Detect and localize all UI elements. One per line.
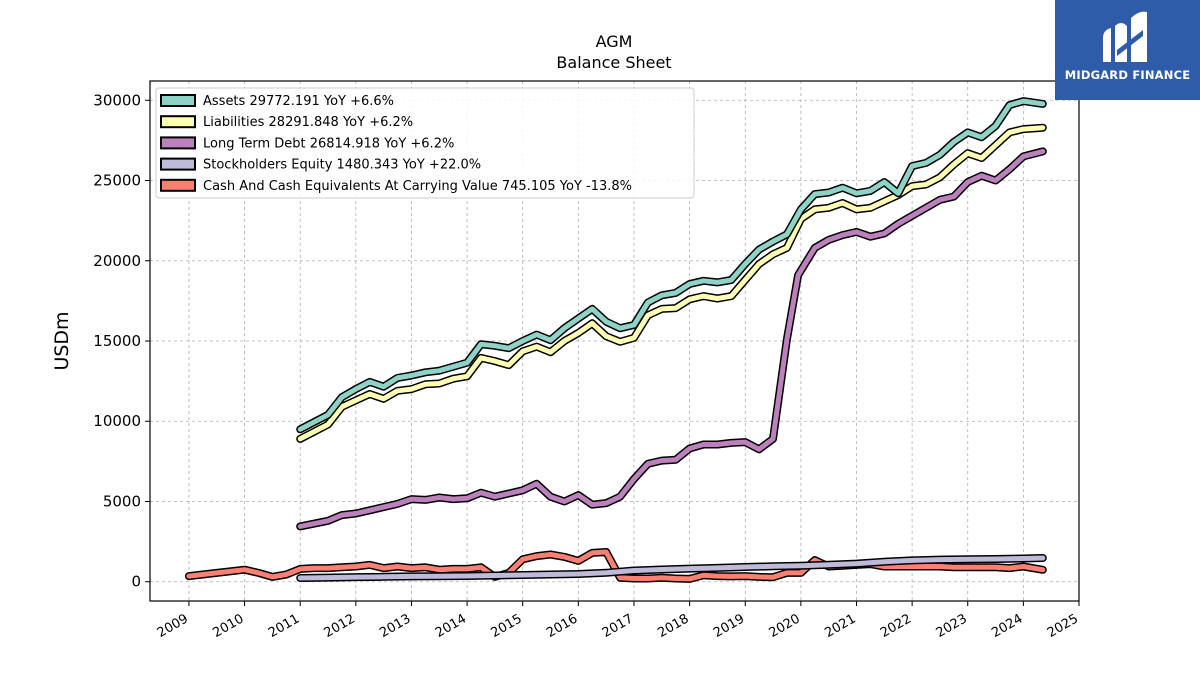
legend-swatch [160,115,196,129]
y-tick-label: 0 [131,573,141,591]
series-liabilities [296,123,1047,443]
series-line [297,148,1046,529]
legend-swatch [160,136,196,150]
x-tick-label: 2015 [489,611,525,641]
legend-entry: Assets 29772.191 YoY +6.6% [203,94,394,109]
series-line [186,549,1046,582]
x-tick-label: 2011 [266,611,302,641]
chart-title: AGM [596,32,633,51]
x-tick-label: 2016 [544,611,580,641]
x-tick-label: 2018 [655,611,691,641]
legend-swatch [160,157,196,171]
y-tick-label: 20000 [93,252,141,270]
series-lines [184,97,1047,583]
legend-swatch [160,178,196,192]
midgard-m-logo-icon [1103,11,1147,63]
series-line [297,98,1046,432]
legend: Assets 29772.191 YoY +6.6% Liabilities 28… [155,87,695,199]
legend-entry: Long Term Debt 26814.918 YoY +6.2% [203,136,454,151]
x-tick-label: 2009 [155,611,191,641]
x-tick-label: 2020 [767,611,803,641]
brand-logo: MIDGARD FINANCE [1055,0,1200,100]
x-tick-label: 2024 [989,611,1025,641]
series-cash-and-cash-equivalents-at-carrying-value [184,548,1047,583]
y-axis-label: USDm [51,311,73,370]
x-tick-label: 2014 [433,611,469,641]
y-tick-label: 5000 [103,492,141,510]
x-axis: 2009 2010 2011 2012 2013 2014 2015 2016 2017 2018… [155,601,1081,641]
y-tick-label: 30000 [93,91,141,109]
series-assets [296,97,1047,434]
series-stockholders-equity [296,554,1047,582]
x-tick-label: 2017 [600,611,636,641]
x-tick-label: 2025 [1045,611,1081,641]
brand-name: MIDGARD FINANCE [1064,68,1191,82]
series-line [297,555,1046,581]
x-tick-label: 2022 [878,611,914,641]
x-tick-label: 2023 [934,611,970,641]
x-tick-label: 2013 [377,611,413,641]
chart-subtitle: Balance Sheet [556,53,671,72]
x-tick-label: 2021 [822,611,858,641]
y-tick-label: 10000 [93,412,141,430]
series-long-term-debt [296,147,1047,531]
y-tick-label: 15000 [93,332,141,350]
series-line [297,125,1046,442]
y-tick-label: 25000 [93,172,141,190]
x-tick-label: 2012 [322,611,358,641]
legend-entry: Cash And Cash Equivalents At Carrying Va… [203,179,632,194]
y-axis: 0 5000 10000 15000 20000 25000 30000 [93,91,150,591]
x-tick-label: 2019 [711,611,747,641]
legend-box [155,87,695,199]
legend-entry: Liabilities 28291.848 YoY +6.2% [203,115,413,130]
x-tick-label: 2010 [210,611,246,641]
legend-entry: Stockholders Equity 1480.343 YoY +22.0% [203,158,481,173]
legend-swatch [160,94,196,107]
